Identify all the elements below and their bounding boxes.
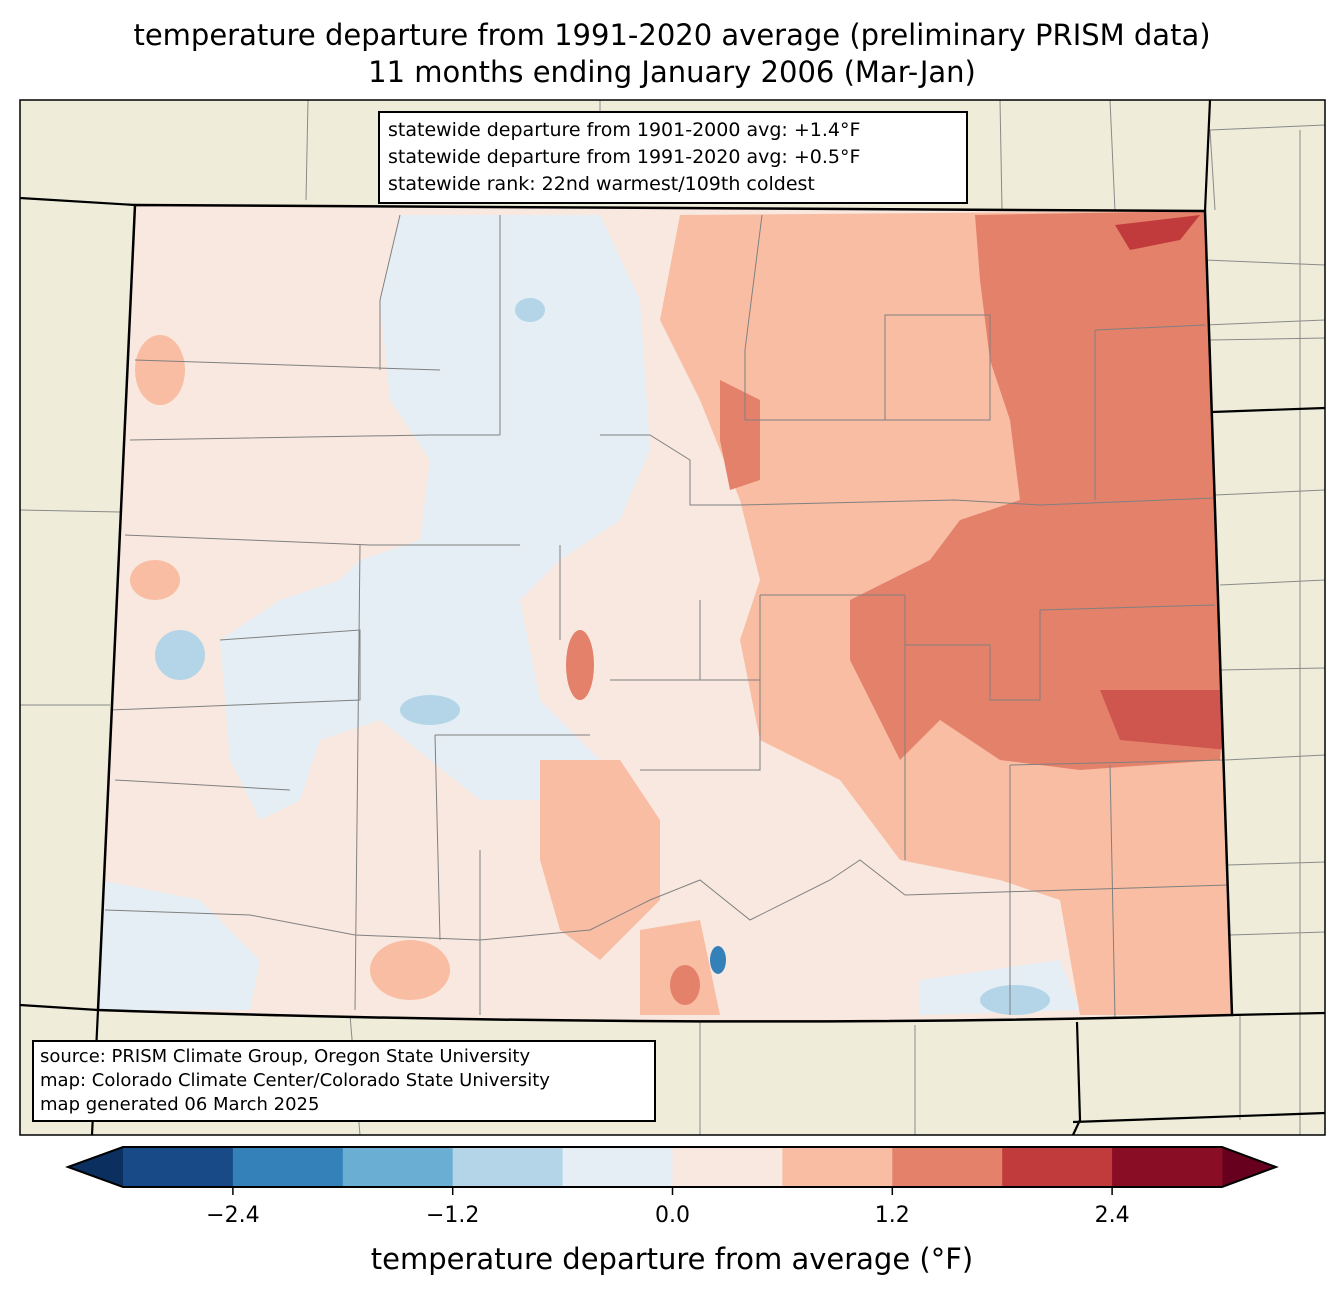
colorbar-bin bbox=[892, 1147, 1003, 1187]
stats-departure-1901-2000: statewide departure from 1901-2000 avg: … bbox=[388, 119, 861, 141]
colorbar-bin bbox=[562, 1147, 673, 1187]
colorbar-bin bbox=[782, 1147, 893, 1187]
neighbor-county-lines bbox=[19, 99, 1326, 1136]
colorbar-bin bbox=[123, 1147, 234, 1187]
colorbar-bin bbox=[672, 1147, 783, 1187]
colorbar-tick-label: 0.0 bbox=[655, 1203, 690, 1228]
map-frame bbox=[19, 99, 1326, 1136]
source-box: source: PRISM Climate Group, Oregon Stat… bbox=[32, 1040, 656, 1122]
colorbar-label: temperature departure from average (°F) bbox=[370, 1242, 974, 1276]
colorbar-bin bbox=[452, 1147, 564, 1187]
colorbar-bin bbox=[1002, 1147, 1113, 1187]
stats-departure-1991-2020: statewide departure from 1991-2020 avg: … bbox=[388, 146, 861, 168]
temperature-field bbox=[98, 205, 1232, 1022]
colorbar bbox=[65, 1146, 1279, 1195]
colorbar-tick-label: −2.4 bbox=[206, 1203, 260, 1228]
statewide-stats-box: statewide departure from 1901-2000 avg: … bbox=[378, 111, 968, 204]
colorbar-tick-label: −1.2 bbox=[425, 1203, 480, 1228]
stats-rank: statewide rank: 22nd warmest/109th colde… bbox=[388, 173, 815, 195]
colorbar-bin bbox=[1112, 1147, 1223, 1187]
county-lines bbox=[104, 214, 1231, 1021]
source-line: source: PRISM Climate Group, Oregon Stat… bbox=[40, 1046, 531, 1067]
colorbar-tick-label: 2.4 bbox=[1094, 1203, 1130, 1228]
colorado-border bbox=[96, 203, 1234, 1023]
map-credit-line: map: Colorado Climate Center/Colorado St… bbox=[40, 1070, 550, 1091]
generated-date-line: map generated 06 March 2025 bbox=[40, 1094, 320, 1115]
colorbar-bin bbox=[342, 1147, 454, 1187]
map-title: temperature departure from 1991-2020 ave… bbox=[133, 18, 1211, 52]
colorbar-extend-high bbox=[1222, 1147, 1276, 1187]
colorbar-extend-low bbox=[68, 1147, 123, 1187]
map-subtitle: 11 months ending January 2006 (Mar-Jan) bbox=[368, 55, 976, 89]
colorbar-outline bbox=[65, 1146, 1279, 1188]
colorbar-bin bbox=[232, 1147, 344, 1187]
colorbar-tick-label: 1.2 bbox=[874, 1203, 910, 1228]
